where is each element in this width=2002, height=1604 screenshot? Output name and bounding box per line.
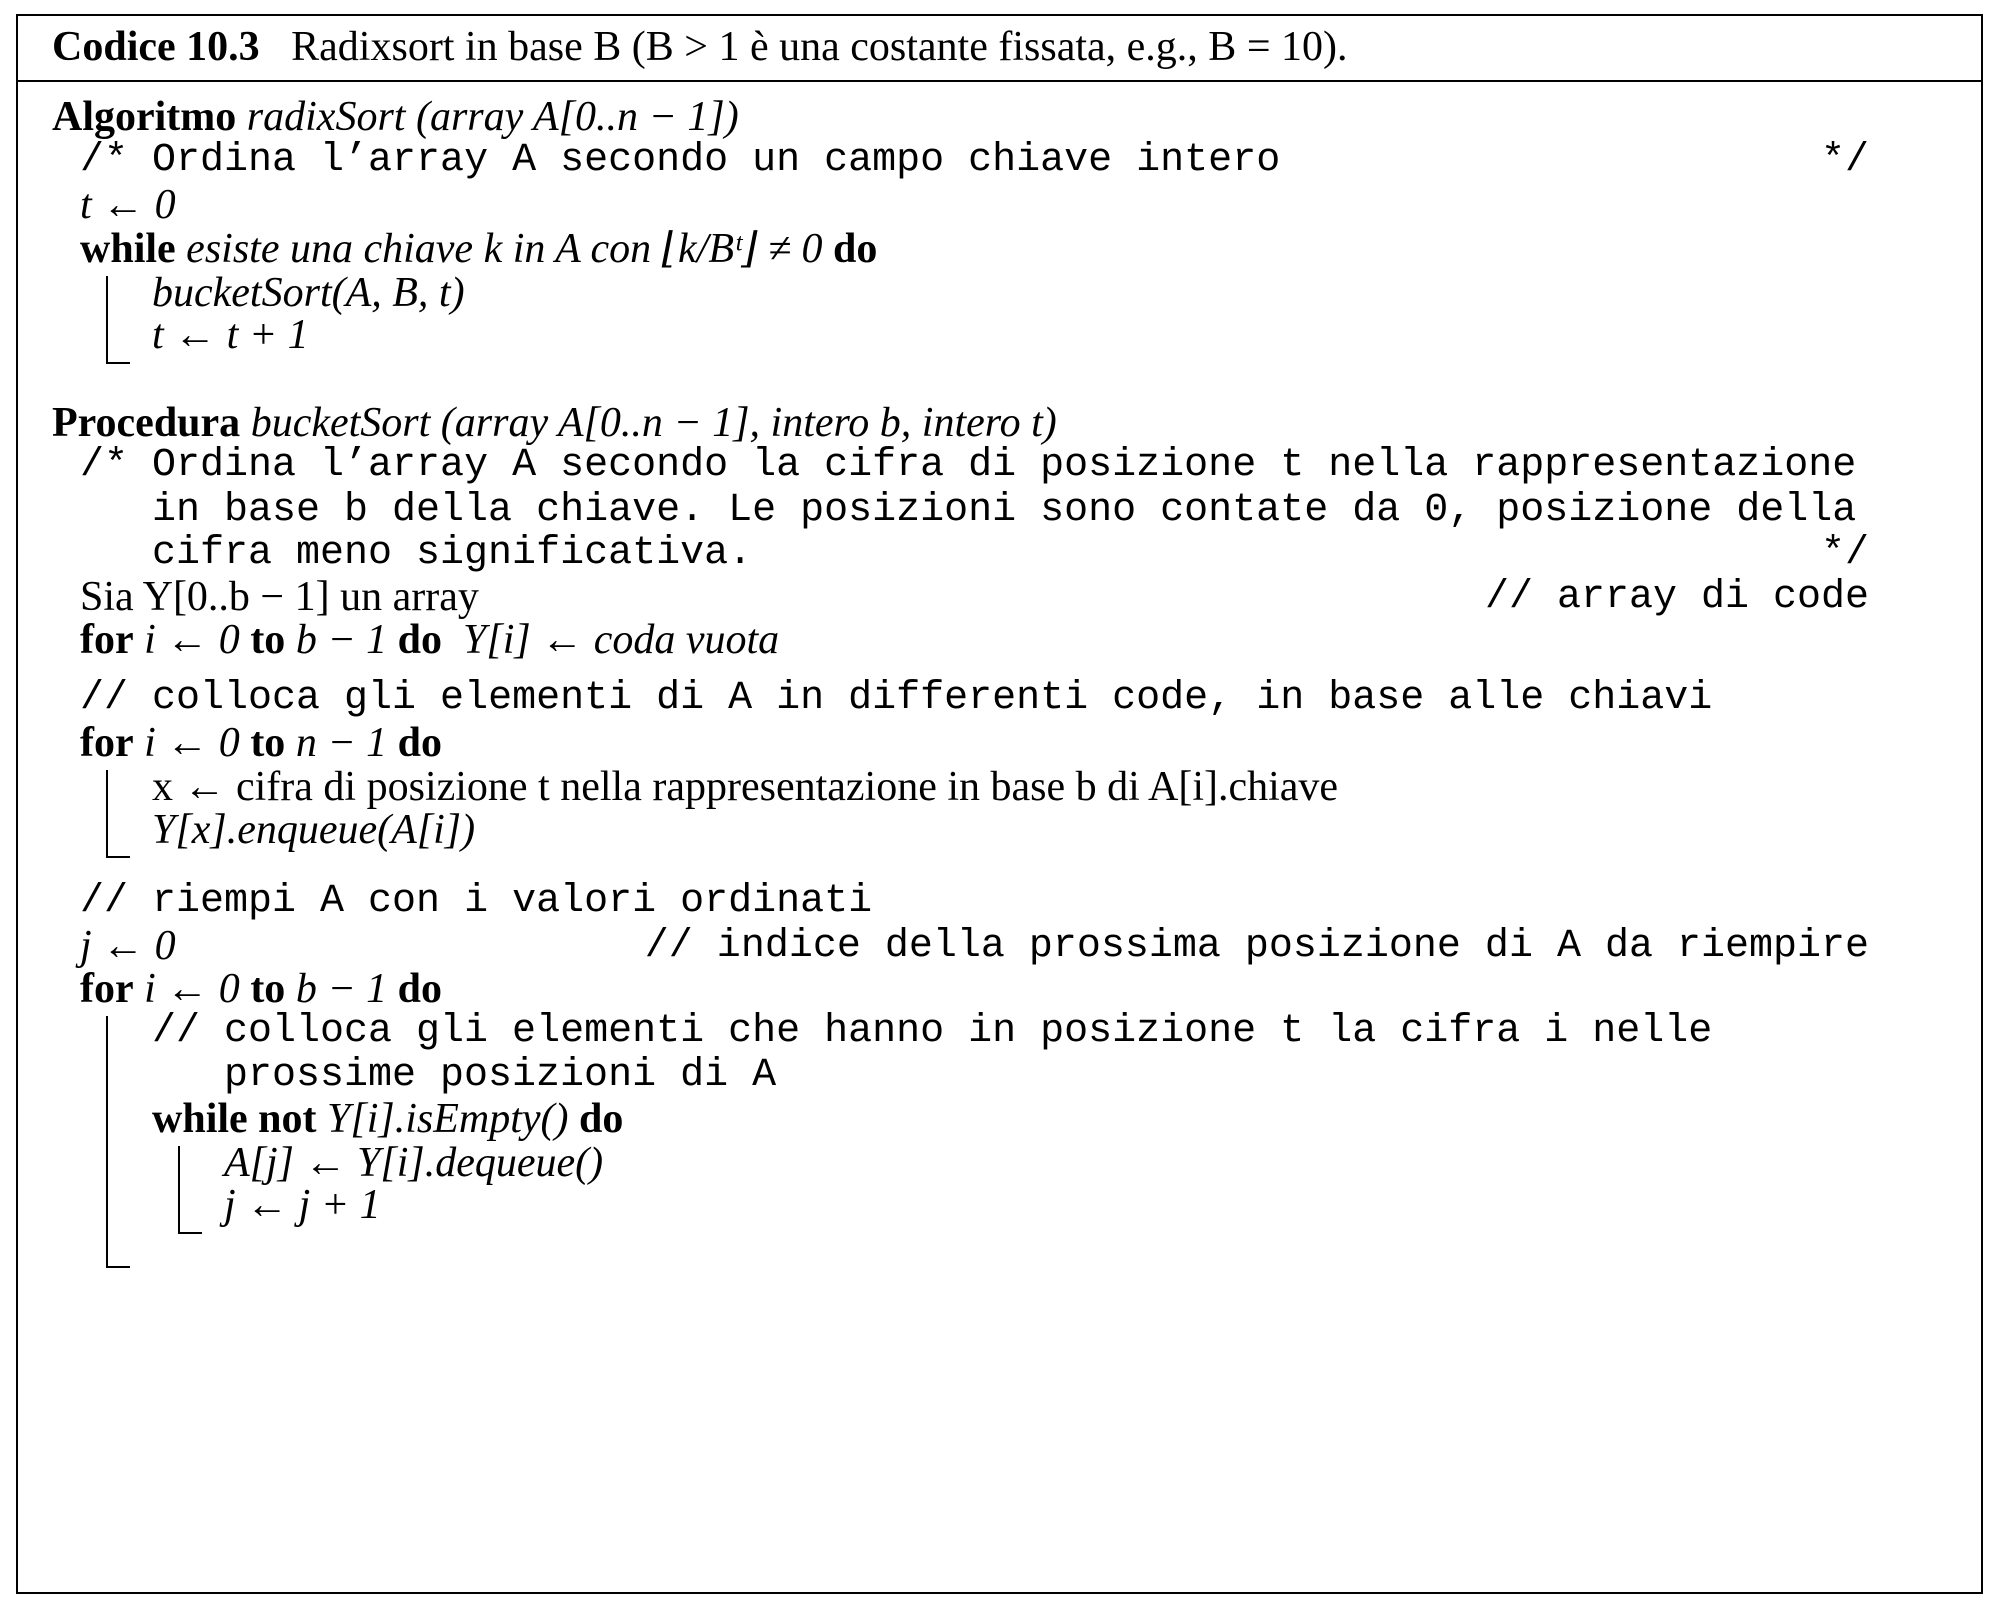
do-keyword: do xyxy=(397,617,443,663)
while-keyword: while not xyxy=(152,1096,317,1142)
algo1-signature: radixSort (array A[0..n − 1]) xyxy=(246,94,739,140)
algo2-header: Procedura bucketSort (array A[0..n − 1],… xyxy=(52,402,1057,444)
comment-riempi: // riempi A con i valori ordinati xyxy=(80,879,873,924)
caption: Codice 10.3 Radixsort in base B (B > 1 è… xyxy=(52,26,1348,68)
while-condition: Y[i].isEmpty() xyxy=(327,1096,569,1142)
algo2-signature: bucketSort (array A[0..n − 1], intero b,… xyxy=(250,400,1057,446)
to-keyword: to xyxy=(250,720,286,766)
algo1-while: while esiste una chiave k in A con ⌊k/Bᵗ… xyxy=(80,228,877,270)
for2-body-line: x ← cifra di posizione t nella rappresen… xyxy=(152,764,1339,810)
algo1-header: Algoritmo radixSort (array A[0..n − 1]) xyxy=(52,96,739,138)
while2-line: while not Y[i].isEmpty() do xyxy=(152,1098,623,1140)
do-keyword: do xyxy=(397,720,443,766)
algo2-comment-line: /* Ordina l’array A secondo la cifra di … xyxy=(80,443,1857,488)
block-bar xyxy=(106,770,130,858)
do-keyword: do xyxy=(397,966,443,1012)
for-keyword: for xyxy=(80,966,134,1012)
algo1-body-line: bucketSort(A, B, t) xyxy=(152,270,465,316)
for3-line: for i ← 0 to b − 1 do xyxy=(80,968,442,1010)
to-keyword: to xyxy=(250,966,286,1012)
algo2-comment-line: cifra meno significativa. xyxy=(152,531,753,576)
algo1-init: t ← 0 xyxy=(80,182,176,228)
while2-body-line: A[j] ← Y[i].dequeue() xyxy=(224,1140,604,1186)
for-end: b − 1 xyxy=(295,966,388,1012)
caption-text: Radixsort in base B (B > 1 è una costant… xyxy=(291,24,1348,70)
block-bar xyxy=(106,276,130,364)
caption-label: Codice 10.3 xyxy=(52,24,260,70)
for2-body-line: Y[x].enqueue(A[i]) xyxy=(152,807,476,853)
code-box: Codice 10.3 Radixsort in base B (B > 1 è… xyxy=(16,14,1983,1594)
for-range: i ← 0 xyxy=(144,617,240,663)
for-range: i ← 0 xyxy=(144,720,240,766)
block-bar xyxy=(106,1016,130,1268)
algo1-body-line: t ← t + 1 xyxy=(152,312,309,358)
algo2-comment-end: */ xyxy=(1820,531,1869,576)
algo1-comment-end: */ xyxy=(1820,138,1869,183)
sia-line: Sia Y[0..b − 1] un array xyxy=(80,574,479,620)
for1-line: for i ← 0 to b − 1 do Y[i] ← coda vuota xyxy=(80,619,779,661)
inner-comment-line: // colloca gli elementi che hanno in pos… xyxy=(152,1009,1713,1054)
block-bar xyxy=(178,1146,202,1234)
caption-bar: Codice 10.3 Radixsort in base B (B > 1 è… xyxy=(18,16,1981,82)
algo1-comment: /* Ordina l’array A secondo un campo chi… xyxy=(80,138,1281,183)
for-keyword: for xyxy=(80,720,134,766)
do-keyword: do xyxy=(833,226,878,272)
for-keyword: for xyxy=(80,617,134,663)
for-end: b − 1 xyxy=(295,617,388,663)
to-keyword: to xyxy=(250,617,286,663)
do-keyword: do xyxy=(579,1096,624,1142)
for-end: n − 1 xyxy=(295,720,388,766)
algo2-comment-line: in base b della chiave. Le posizioni son… xyxy=(152,488,1857,533)
sia-comment: // array di code xyxy=(1484,575,1869,620)
while-condition: esiste una chiave k in A con ⌊k/Bᵗ⌋ ≠ 0 xyxy=(186,226,823,272)
for-stmt: Y[i] ← coda vuota xyxy=(463,617,780,663)
j-init: j ← 0 xyxy=(80,923,176,969)
j-comment: // indice della prossima posizione di A … xyxy=(644,924,1869,969)
algo2-keyword: Procedura xyxy=(52,400,241,446)
for-range: i ← 0 xyxy=(144,966,240,1012)
while-keyword: while xyxy=(80,226,176,272)
algo1-keyword: Algoritmo xyxy=(52,94,237,140)
while2-body-line: j ← j + 1 xyxy=(224,1182,381,1228)
inner-comment-line: prossime posizioni di A xyxy=(224,1053,777,1098)
comment-colloca: // colloca gli elementi di A in differen… xyxy=(80,676,1713,721)
for2-line: for i ← 0 to n − 1 do xyxy=(80,722,442,764)
